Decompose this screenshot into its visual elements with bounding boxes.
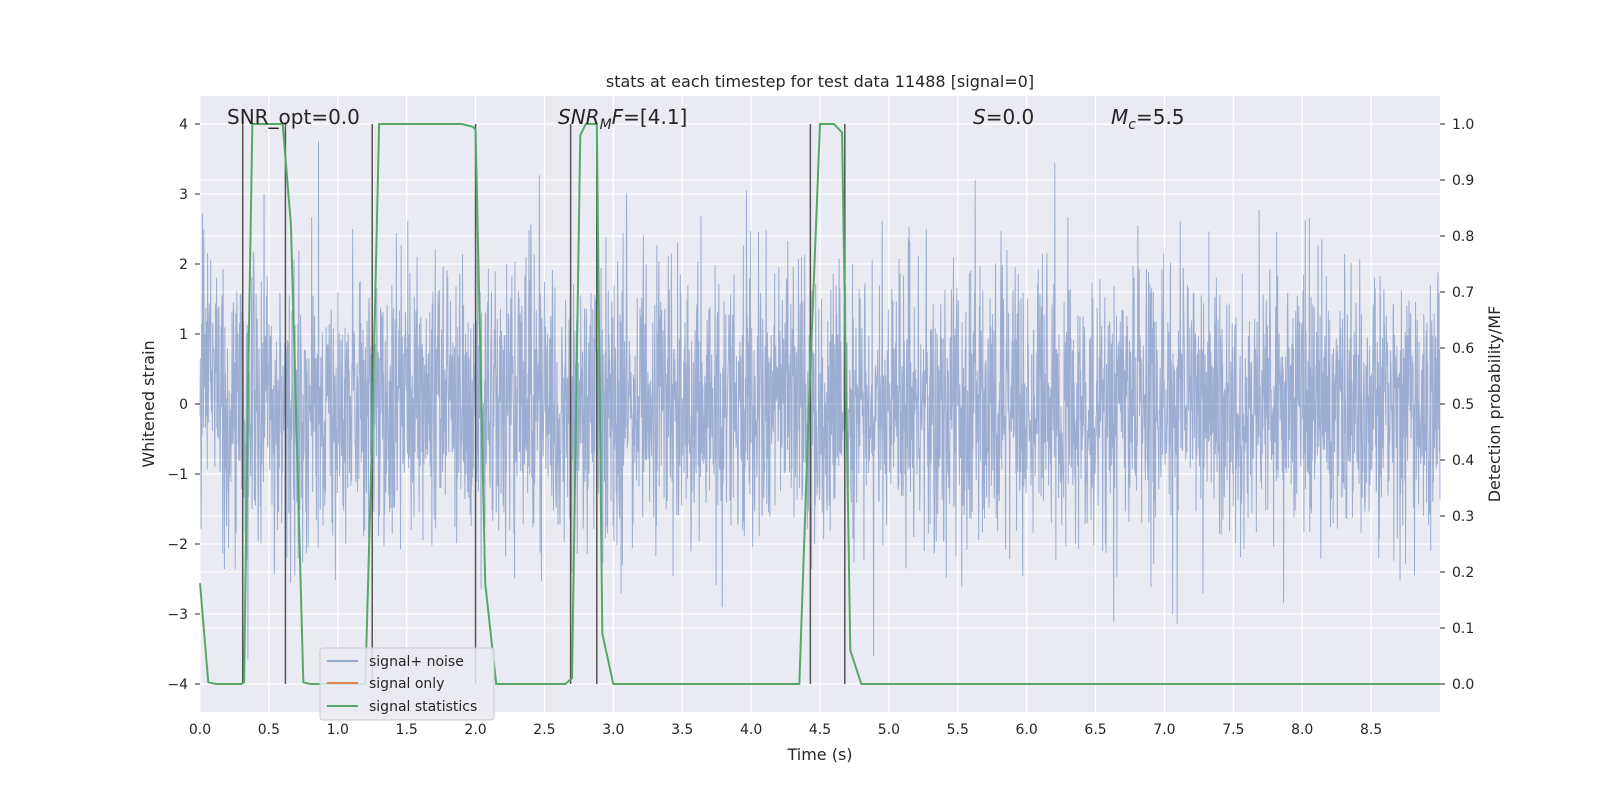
- x-tick-label-17: 8.5: [1360, 722, 1382, 738]
- x-ticks: 0.0 0.5 1.0 1.5 2.0 2.5 3.0 3.5 4.0 4.5 5.0 5.5 6.0 6…: [189, 722, 1382, 738]
- y-ticks: 4 3 2 1 0 −1 −2 −3 −4: [167, 117, 200, 693]
- y-axis-label: Whitened strain: [139, 340, 158, 467]
- chart-title: stats at each timestep for test data 114…: [606, 72, 1034, 91]
- x-tick-label-11: 5.5: [947, 722, 969, 738]
- x-tick-label-2: 1.0: [327, 722, 349, 738]
- x-tick-label-7: 3.5: [671, 722, 693, 738]
- x-tick-label-9: 4.5: [809, 722, 831, 738]
- y-tick-label-0: 4: [179, 117, 188, 133]
- y2-tick-label-1: 0.9: [1452, 173, 1474, 189]
- x-tick-label-14: 7.0: [1153, 722, 1175, 738]
- y2-tick-label-8: 0.2: [1452, 565, 1474, 581]
- y2-tick-label-10: 0.0: [1452, 677, 1474, 693]
- x-tick-label-13: 6.5: [1084, 722, 1106, 738]
- y2-axis-label: Detection probability/MF: [1485, 306, 1504, 503]
- x-tick-label-16: 8.0: [1291, 722, 1313, 738]
- y-tick-label-3: 1: [179, 327, 188, 343]
- x-tick-label-10: 5.0: [878, 722, 900, 738]
- y2-tick-label-2: 0.8: [1452, 229, 1474, 245]
- y2-tick-label-9: 0.1: [1452, 621, 1474, 637]
- noise-line: [199, 141, 1441, 660]
- annotation-mc: Mc=5.5: [1111, 105, 1185, 133]
- y2-tick-label-7: 0.3: [1452, 509, 1474, 525]
- x-tick-label-6: 3.0: [602, 722, 624, 738]
- y-tick-label-1: 3: [179, 187, 188, 203]
- y2-tick-label-5: 0.5: [1452, 397, 1474, 413]
- legend-label-signal: signal only: [369, 676, 444, 692]
- x-tick-label-5: 2.5: [533, 722, 555, 738]
- y-tick-label-7: −3: [167, 607, 188, 623]
- y2-ticks: 1.0 0.9 0.8 0.7 0.6 0.5 0.4 0.3 0.2 0.1 0.0: [1440, 117, 1474, 693]
- y2-tick-label-4: 0.6: [1452, 341, 1474, 357]
- y-tick-label-8: −4: [167, 677, 188, 693]
- signal-statistics-series: [199, 123, 1440, 685]
- annotation-s: S=0.0: [973, 105, 1034, 129]
- x-tick-label-3: 1.5: [396, 722, 418, 738]
- y-tick-label-6: −2: [167, 537, 188, 553]
- y-tick-label-2: 2: [179, 257, 188, 273]
- legend: signal+ noise signal only signal statist…: [319, 647, 495, 721]
- x-tick-label-1: 0.5: [258, 722, 280, 738]
- x-axis-label: Time (s): [786, 745, 852, 764]
- annotation-snr-mf: SNRMF=[4.1]: [558, 105, 687, 133]
- legend-label-noise: signal+ noise: [369, 654, 464, 670]
- y-tick-label-4: 0: [179, 397, 188, 413]
- x-tick-label-12: 6.0: [1016, 722, 1038, 738]
- y-tick-label-5: −1: [167, 467, 188, 483]
- x-tick-label-15: 7.5: [1222, 722, 1244, 738]
- annotation-snr-opt: SNR_opt=0.0: [227, 105, 360, 129]
- legend-box: [319, 647, 495, 721]
- y2-tick-label-3: 0.7: [1452, 285, 1474, 301]
- signal-noise-series: [199, 141, 1441, 660]
- x-tick-label-0: 0.0: [189, 722, 211, 738]
- x-tick-label-4: 2.0: [464, 722, 486, 738]
- y2-tick-label-0: 1.0: [1452, 117, 1474, 133]
- y2-tick-label-6: 0.4: [1452, 453, 1474, 469]
- stats-line: [199, 123, 1440, 685]
- x-tick-label-8: 4.0: [740, 722, 762, 738]
- legend-label-stats: signal statistics: [369, 699, 477, 715]
